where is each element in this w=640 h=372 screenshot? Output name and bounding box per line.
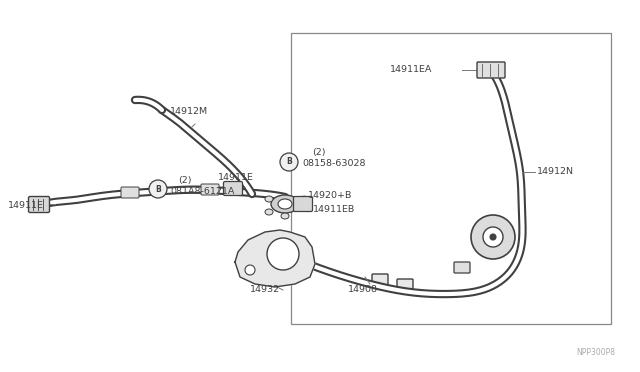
FancyBboxPatch shape: [397, 279, 413, 291]
Circle shape: [267, 238, 299, 270]
Text: 14912N: 14912N: [537, 167, 574, 176]
Text: (2): (2): [178, 176, 191, 185]
Text: 14932: 14932: [250, 285, 280, 294]
Circle shape: [149, 180, 167, 198]
Text: 08158-63028: 08158-63028: [302, 160, 365, 169]
Circle shape: [490, 234, 496, 240]
Text: 14911EA: 14911EA: [390, 65, 433, 74]
Ellipse shape: [265, 209, 273, 215]
Text: 14911E: 14911E: [8, 201, 44, 209]
Bar: [291, 33, 611, 324]
Text: B: B: [155, 185, 161, 193]
Ellipse shape: [265, 196, 273, 202]
FancyBboxPatch shape: [477, 62, 505, 78]
Text: NPP300P8: NPP300P8: [576, 348, 615, 357]
FancyBboxPatch shape: [29, 196, 49, 212]
Circle shape: [245, 265, 255, 275]
FancyBboxPatch shape: [121, 187, 139, 198]
Text: B: B: [286, 157, 292, 167]
FancyBboxPatch shape: [372, 274, 388, 286]
Ellipse shape: [278, 199, 292, 209]
Text: 14911E: 14911E: [218, 173, 254, 182]
FancyBboxPatch shape: [454, 262, 470, 273]
Circle shape: [471, 215, 515, 259]
Text: (2): (2): [312, 148, 326, 157]
Ellipse shape: [281, 213, 289, 219]
Ellipse shape: [271, 195, 299, 213]
FancyBboxPatch shape: [294, 196, 312, 212]
FancyBboxPatch shape: [223, 182, 243, 196]
Circle shape: [483, 227, 503, 247]
Text: 14908: 14908: [348, 285, 378, 295]
Text: 081A8-6121A: 081A8-6121A: [170, 187, 234, 196]
Text: 14920+B: 14920+B: [308, 192, 353, 201]
FancyBboxPatch shape: [201, 184, 219, 195]
Circle shape: [280, 153, 298, 171]
Polygon shape: [235, 230, 315, 287]
Text: 14912M: 14912M: [170, 108, 208, 116]
Text: 14911EB: 14911EB: [313, 205, 355, 215]
